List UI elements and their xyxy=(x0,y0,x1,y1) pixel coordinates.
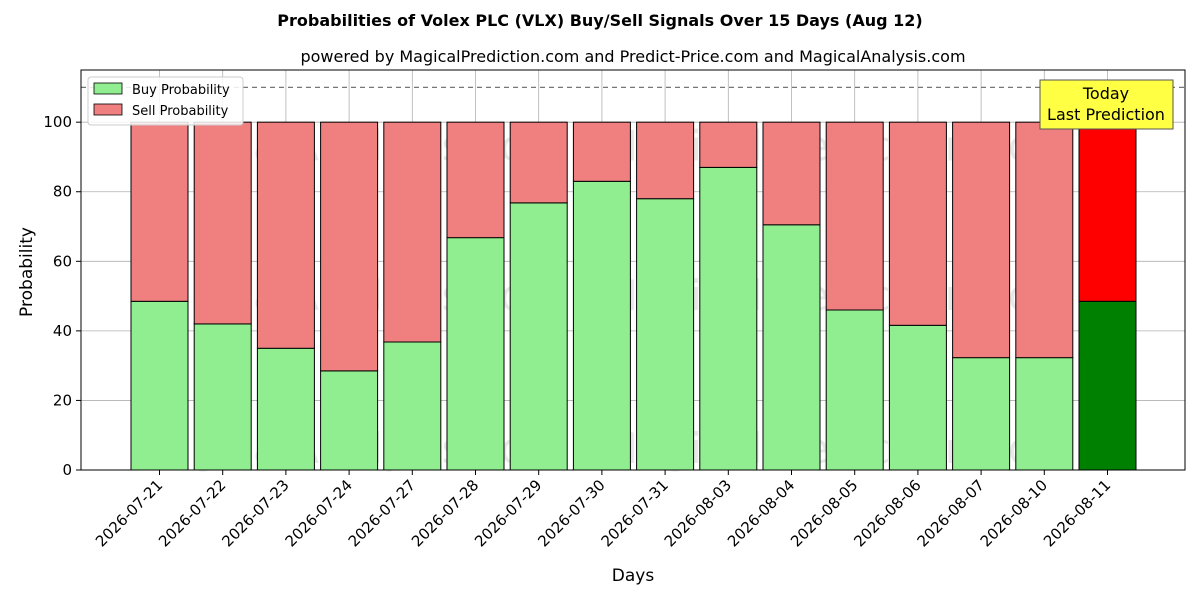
bar-sell xyxy=(699,121,758,168)
bar-buy xyxy=(193,323,252,471)
legend-sell-label: Sell Probability xyxy=(132,104,229,119)
x-tick-label: 2026-07-23 xyxy=(218,476,292,550)
bar-sell xyxy=(888,121,947,326)
legend-box xyxy=(87,76,244,126)
legend-buy-label: Buy Probability xyxy=(132,83,230,98)
bar-sell xyxy=(952,121,1011,359)
bars xyxy=(130,121,1137,471)
bar-sell xyxy=(446,121,505,239)
legend: Buy Probability Sell Probability xyxy=(87,76,244,126)
legend-buy-swatch xyxy=(93,82,123,95)
y-tick-label: 80 xyxy=(53,183,72,201)
x-tick-label: 2026-07-27 xyxy=(345,476,419,550)
x-tick-label: 2026-07-30 xyxy=(534,476,608,550)
annotation-line-2: Last Prediction xyxy=(1047,105,1165,124)
bar-buy xyxy=(256,347,315,471)
today-annotation: Today Last Prediction xyxy=(1039,79,1174,130)
x-ticks: 2026-07-212026-07-222026-07-232026-07-24… xyxy=(92,470,1114,550)
bar-sell xyxy=(572,121,631,182)
bar-buy xyxy=(320,370,379,471)
annotation-box xyxy=(1039,79,1174,130)
bar-sell xyxy=(1078,121,1137,302)
bar-buy xyxy=(509,202,568,471)
bar-buy xyxy=(1078,300,1137,471)
legend-sell-swatch xyxy=(93,103,123,116)
bar-buy xyxy=(636,198,695,471)
x-tick-label: 2026-07-21 xyxy=(92,476,166,550)
bar-sell xyxy=(256,121,315,349)
x-tick-label: 2026-08-11 xyxy=(1040,476,1114,550)
x-tick-label: 2026-08-04 xyxy=(724,476,798,550)
bar-buy xyxy=(952,357,1011,471)
bar-sell xyxy=(509,121,568,204)
y-ticks: 0 20 40 60 80 100 xyxy=(43,113,81,479)
x-tick-label: 2026-08-06 xyxy=(850,476,924,550)
bar-sell xyxy=(825,121,884,311)
bar-sell xyxy=(762,121,821,226)
x-tick-label: 2026-08-10 xyxy=(977,476,1051,550)
bar-buy xyxy=(825,309,884,471)
y-tick-label: 100 xyxy=(43,113,72,131)
x-tick-label: 2026-08-07 xyxy=(914,476,988,550)
y-tick-label: 0 xyxy=(62,461,72,479)
x-tick-label: 2026-07-31 xyxy=(598,476,672,550)
bar-sell xyxy=(130,121,189,302)
chart-title: Probabilities of Volex PLC (VLX) Buy/Sel… xyxy=(277,11,922,30)
x-tick-label: 2026-07-29 xyxy=(471,476,545,550)
y-tick-label: 40 xyxy=(53,322,72,340)
bar-buy xyxy=(699,166,758,471)
plot-frame xyxy=(80,69,1186,471)
x-tick-label: 2026-08-03 xyxy=(661,476,735,550)
x-tick-label: 2026-07-22 xyxy=(155,476,229,550)
bar-sell xyxy=(193,121,252,325)
bar-buy xyxy=(762,224,821,471)
bar-buy xyxy=(130,300,189,471)
bar-buy xyxy=(888,324,947,471)
y-axis-label: Probability xyxy=(17,227,37,317)
chart-subtitle: powered by MagicalPrediction.com and Pre… xyxy=(300,47,965,66)
annotation-line-1: Today xyxy=(1082,84,1129,103)
bar-buy xyxy=(1015,357,1074,471)
x-tick-label: 2026-07-24 xyxy=(282,476,356,550)
x-tick-label: 2026-07-28 xyxy=(408,476,482,550)
x-tick-label: 2026-08-05 xyxy=(787,476,861,550)
bar-buy xyxy=(572,180,631,471)
bar-sell xyxy=(636,121,695,200)
bar-sell xyxy=(383,121,442,343)
bar-sell xyxy=(1015,121,1074,359)
y-tick-label: 20 xyxy=(53,391,72,409)
bar-buy xyxy=(446,237,505,471)
y-tick-label: 60 xyxy=(53,252,72,270)
bar-buy xyxy=(383,341,442,471)
bar-sell xyxy=(320,121,379,372)
x-axis-label: Days xyxy=(612,566,655,586)
